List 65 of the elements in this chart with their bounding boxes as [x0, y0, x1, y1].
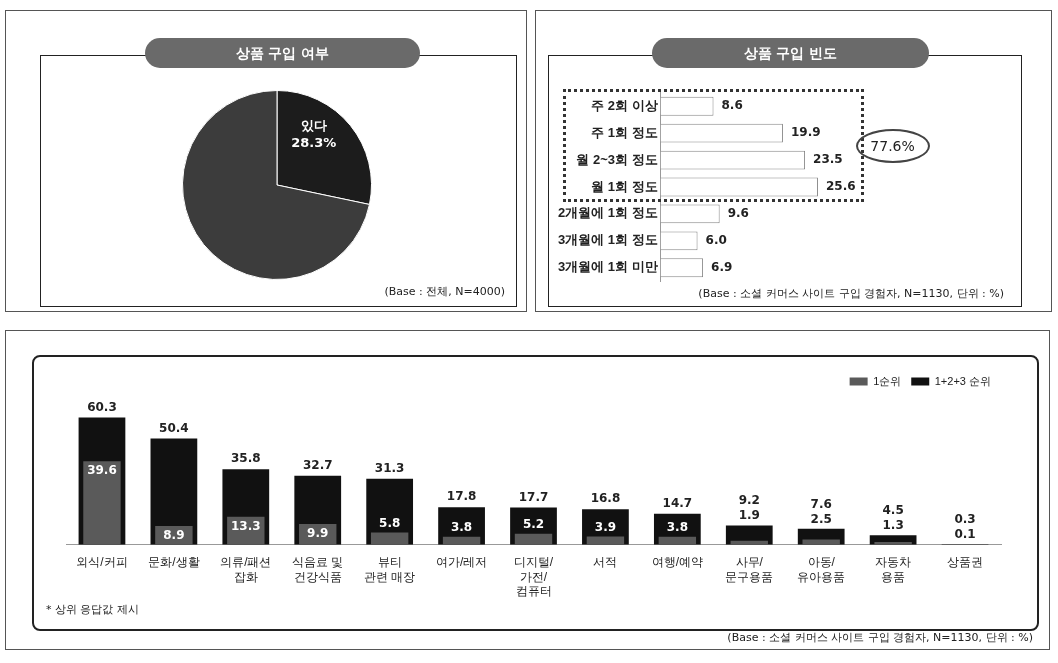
- data-label: 13.3: [231, 518, 261, 533]
- x-tick-label: 문화/생활: [148, 555, 200, 570]
- data-label: 1.3: [882, 518, 904, 533]
- data-label: 16.8: [590, 491, 621, 506]
- data-label: 60.3: [87, 399, 117, 414]
- data-label: 6.9: [711, 259, 733, 274]
- data-label: 2.5: [810, 511, 832, 526]
- y-tick-label: 3개월에 1회 정도: [558, 232, 658, 248]
- bar: [83, 461, 121, 545]
- x-tick-label: 의류/패션 잡화: [220, 555, 272, 584]
- data-label: 3.9: [594, 519, 617, 534]
- x-tick-label: 상품권: [947, 555, 984, 570]
- legend-label: 1순위: [873, 374, 902, 387]
- y-tick-label: 3개월에 1회 미만: [558, 259, 658, 275]
- data-label: 4.5: [882, 503, 904, 518]
- data-label: 35.8: [231, 451, 261, 466]
- data-label: 7.6: [810, 496, 832, 511]
- text: (Base : 소셜 커머스 사이트 구입 경험자, N=1130, 단위 : %): [727, 630, 1033, 645]
- x-tick-label: 외식/커피: [76, 555, 128, 570]
- data-label: 1.9: [738, 508, 760, 523]
- y-tick-label: 월 2~3회 정도: [576, 151, 658, 167]
- text: (Base : 전체, N=4000): [384, 284, 505, 299]
- x-tick-label: 여가/레저: [435, 555, 488, 570]
- y-tick-label: 주 2회 이상: [591, 97, 658, 113]
- text: (Base : 소셜 커머스 사이트 구입 경험자, N=1130, 단위 : %): [698, 286, 1004, 301]
- y-tick-label: 2개월에 1회 정도: [558, 205, 658, 221]
- data-label: 28.3%: [291, 135, 337, 151]
- x-tick-label: 자동차 용품: [875, 555, 912, 584]
- x-tick-label: 서적: [593, 555, 618, 570]
- bar: [514, 533, 553, 545]
- data-label: 3.8: [666, 519, 688, 534]
- data-label: 8.6: [721, 98, 743, 113]
- legend-label: 1+2+3 순위: [934, 374, 992, 387]
- data-label: 25.6: [825, 179, 856, 194]
- x-tick-label: 여행/예약: [651, 555, 704, 570]
- data-label: 0.1: [954, 527, 976, 542]
- x-tick-label: 디지털/ 가전/ 컴퓨터: [513, 555, 554, 599]
- y-tick-label: 월 1회 정도: [591, 178, 658, 194]
- data-label: 17.8: [446, 489, 477, 504]
- x-tick-label: 아동/ 유아용품: [797, 555, 846, 584]
- text: * 상위 응답값 제시: [46, 602, 139, 617]
- data-label: 9.2: [738, 493, 760, 508]
- x-tick-label: 식음료 및 건강식품: [292, 555, 344, 584]
- slice-label: 있다: [300, 118, 327, 134]
- data-label: 5.8: [379, 515, 401, 530]
- data-label: 50.4: [159, 420, 189, 435]
- data-label: 8.9: [163, 528, 185, 543]
- data-label: 0.3: [954, 512, 976, 527]
- data-label: 39.6: [87, 463, 117, 478]
- data-label: 31.3: [374, 460, 405, 475]
- x-tick-label: 사무/ 문구용품: [725, 555, 774, 584]
- data-label: 9.6: [727, 206, 749, 221]
- data-label: 14.7: [662, 495, 693, 510]
- chart-title: 상품 구입 빈도: [652, 38, 929, 68]
- data-label: 6.0: [705, 232, 727, 247]
- chart-title: 상품 구입 여부: [145, 38, 420, 68]
- data-label: 17.7: [518, 489, 549, 504]
- x-tick-label: 뷰티 관련 매장: [363, 555, 416, 584]
- data-label: 3.8: [450, 519, 473, 534]
- data-label: 23.5: [813, 152, 843, 167]
- data-label: 32.7: [302, 457, 333, 472]
- y-tick-label: 주 1회 정도: [591, 124, 658, 140]
- data-label: 9.9: [307, 526, 329, 541]
- data-label: 19.9: [790, 125, 821, 140]
- data-label: 5.2: [522, 516, 545, 531]
